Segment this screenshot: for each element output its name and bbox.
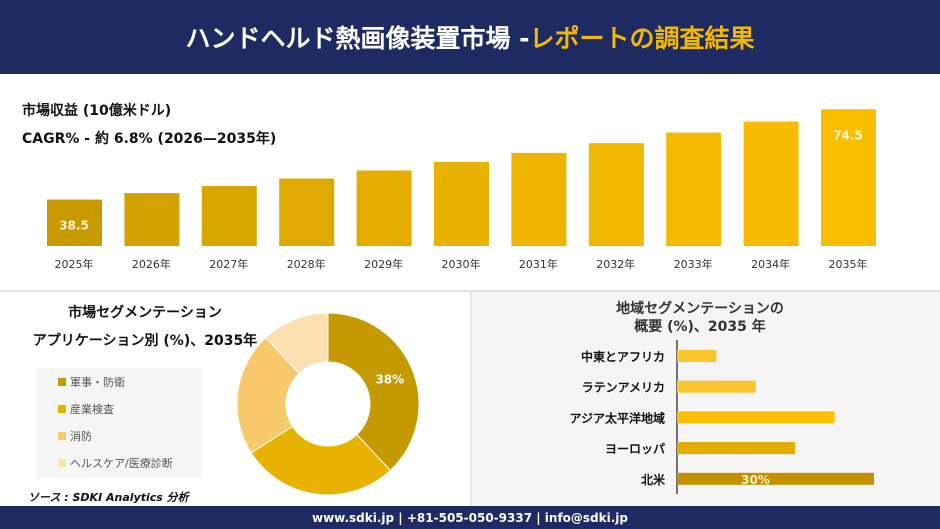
source-note: ソース : SDKI Analytics 分析 [28,491,189,504]
legend-label: 軍事・防衛 [70,375,125,389]
bar [666,132,722,246]
donut-slice [264,312,329,375]
bar [677,442,796,455]
region-panel [470,292,940,506]
x-tick-label: 2034年 [751,257,790,271]
legend-item: 消防 [36,422,202,449]
legend-swatch [58,458,66,467]
data-label: 74.5 [833,128,863,142]
category-label: アジア太平洋地域 [569,410,665,425]
slice-label: 38% [375,373,404,387]
region-title: 地域セグメンテーションの [616,301,784,317]
revenue-bar-chart: 2025年 38.5 2026年 2027年 2028年 2029年 2030年 2031年 2… [47,109,876,271]
title-main: ハンドヘルド熱画像装置市場 - [185,24,530,53]
bar [124,193,180,246]
category-label: ヨーロッパ [605,442,665,456]
x-tick-label: 2027年 [209,257,248,271]
legend-swatch [58,431,66,440]
legend-swatch [58,377,66,386]
bar [511,152,567,246]
x-tick-label: 2033年 [674,257,713,271]
x-tick-label: 2029年 [364,257,403,271]
x-tick-label: 2032年 [596,257,635,271]
bar [47,199,102,246]
bar [743,121,799,246]
bar [356,170,412,246]
bar [677,411,835,424]
x-tick-label: 2025年 [55,257,94,271]
bar [434,161,489,246]
category-label: ラテンアメリカ [582,381,665,395]
data-label: 30% [741,473,770,487]
legend-swatch [58,404,66,413]
header: ハンドヘルド熱画像装置市場 - レポートの調査結果 [0,0,940,74]
bar [677,472,874,485]
x-tick-label: 2031年 [519,257,558,271]
donut-slice [236,336,300,454]
category-label: 北米 [641,472,666,487]
x-tick-label: 2030年 [442,257,481,271]
segment-title: 市場セグメンテーション [68,305,222,321]
donut-slice [250,425,392,496]
legend-label: 産業検査 [70,402,114,416]
bar [279,178,335,246]
category-label: 中東とアフリカ [581,349,665,364]
legend-label: 消防 [70,429,92,443]
bar [821,109,876,246]
data-label: 38.5 [59,219,89,233]
cagr-text: CAGR% - 約 6.8% (2026—2035年) [22,131,277,147]
x-tick-label: 2026年 [132,257,171,271]
legend-item: 軍事・防衛 [36,368,202,395]
bar [677,380,756,393]
divider [0,290,940,292]
legend-label: ヘルスケア/医療診断 [70,456,173,470]
donut-slice [327,312,420,472]
x-tick-label: 2028年 [287,257,326,271]
x-tick-label: 2035年 [829,257,868,271]
legend-item: 産業検査 [36,395,202,422]
region-subtitle: 概要 (%)、2035 年 [634,319,766,335]
donut-legend: 軍事・防衛産業検査消防ヘルスケア/医療診断 [36,368,202,478]
revenue-title: 市場収益 (10億米ドル) [22,103,172,119]
legend-item: ヘルスケア/医療診断 [36,449,202,476]
bar [588,143,644,246]
title-accent: レポートの調査結果 [529,24,755,53]
bar [201,186,257,246]
bar [677,350,717,362]
segment-subtitle: アプリケーション別 (%)、2035年 [32,333,258,349]
footer-contact: www.sdki.jp | +81-505-050-9337 | info@sd… [0,506,940,529]
